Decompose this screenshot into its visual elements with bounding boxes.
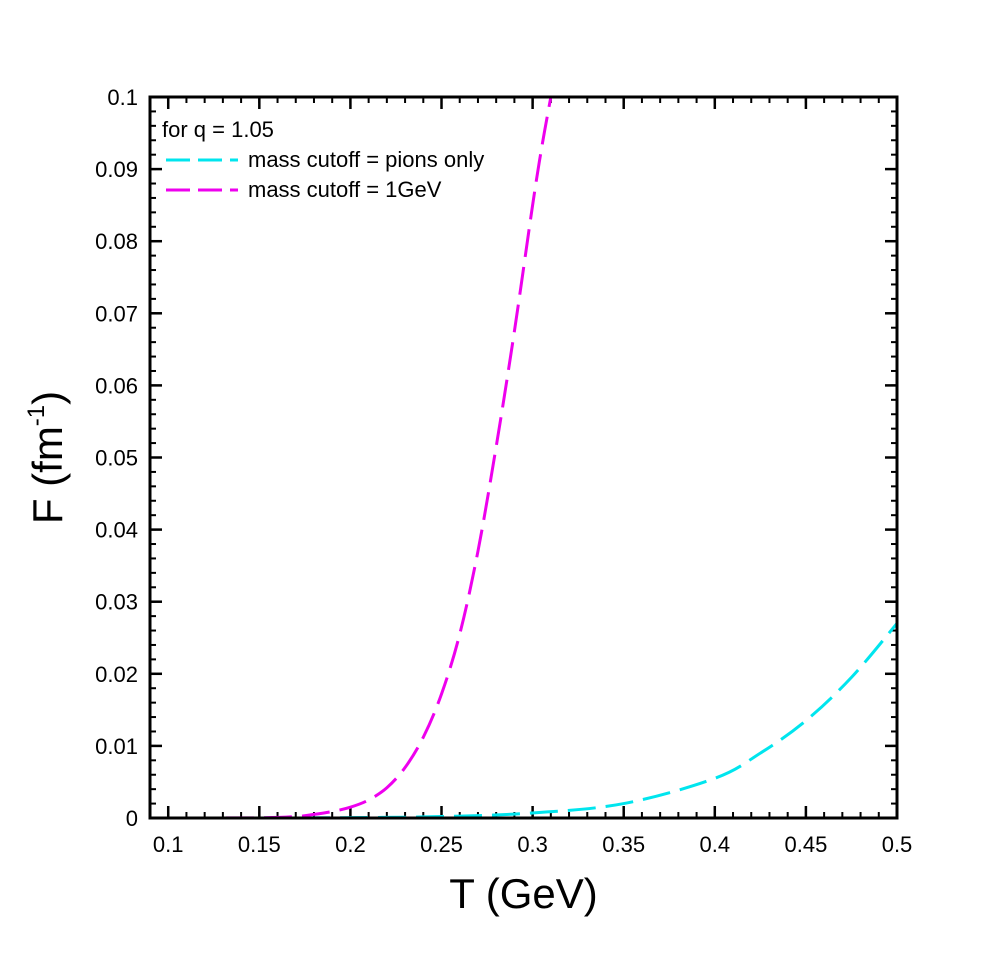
legend-header: for q = 1.05 — [162, 117, 274, 142]
x-tick-label: 0.3 — [517, 832, 548, 857]
y-tick-label: 0.05 — [95, 446, 138, 471]
x-tick-label: 0.2 — [335, 832, 366, 857]
y-axis-title-close: ) — [24, 391, 71, 405]
y-tick-label: 0.04 — [95, 518, 138, 543]
y-tick-label: 0.01 — [95, 734, 138, 759]
y-tick-label: 0.06 — [95, 373, 138, 398]
y-tick-label: 0.09 — [95, 157, 138, 182]
y-tick-label: 0.08 — [95, 229, 138, 254]
y-tick-label: 0.07 — [95, 301, 138, 326]
x-axis-title: T (GeV) — [449, 870, 598, 917]
y-axis-title-superscript: -1 — [23, 405, 50, 426]
minor-ticks — [149, 96, 898, 819]
y-tick-label: 0.03 — [95, 590, 138, 615]
tick-labels: 0.1 0.15 0.2 0.25 0.3 0.35 0.4 0.45 0.5 0 0.01 0.02… — [95, 85, 912, 857]
y-tick-label: 0 — [126, 806, 138, 831]
x-tick-label: 0.45 — [784, 832, 827, 857]
legend-label-pions-only: mass cutoff = pions only — [248, 147, 484, 172]
x-tick-label: 0.1 — [153, 832, 184, 857]
y-tick-label: 0.1 — [107, 85, 138, 110]
y-axis-title-main: F (fm — [24, 426, 71, 524]
legend: for q = 1.05 mass cutoff = pions only ma… — [162, 117, 484, 202]
plot-frame — [148, 95, 899, 820]
series-layer — [149, 96, 899, 820]
series-line-pions-only — [149, 622, 899, 820]
x-tick-label: 0.35 — [602, 832, 645, 857]
x-tick-label: 0.4 — [700, 832, 731, 857]
major-ticks — [150, 95, 899, 820]
y-axis-title: F (fm-1) — [23, 391, 71, 524]
x-tick-label: 0.5 — [882, 832, 913, 857]
x-tick-label: 0.25 — [420, 832, 463, 857]
legend-label-1gev: mass cutoff = 1GeV — [248, 177, 442, 202]
y-tick-label: 0.02 — [95, 662, 138, 687]
x-tick-label: 0.15 — [238, 832, 281, 857]
series-line-1gev — [149, 96, 553, 820]
